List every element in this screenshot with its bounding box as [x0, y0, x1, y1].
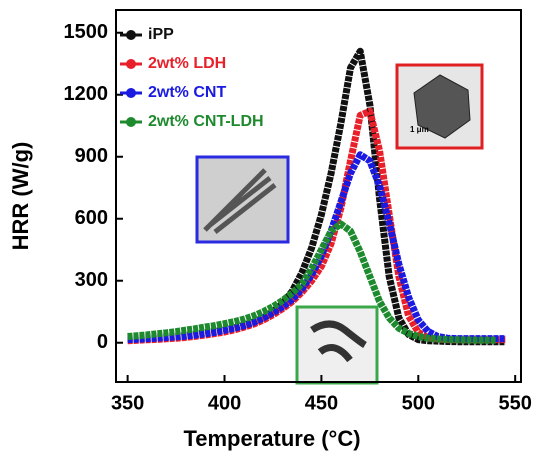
y-tick-label: 600: [75, 207, 108, 229]
y-axis-label: HRR (W/g): [8, 142, 33, 251]
inset-cnt: [195, 155, 290, 244]
plot-area: [127, 47, 506, 346]
inset-cnt-ldh: [295, 305, 379, 385]
y-tick-label: 0: [97, 331, 108, 353]
legend-marker: [126, 30, 136, 40]
x-axis-label: Temperature (°C): [183, 426, 360, 451]
legend-label: 2wt% LDH: [148, 55, 226, 72]
series-line: [127, 151, 506, 344]
legend-label: iPP: [148, 26, 174, 43]
inset-scale-label: 1 μm: [410, 125, 429, 134]
legend-marker: [126, 59, 136, 69]
y-tick-label: 1500: [64, 21, 109, 43]
x-tick-label: 350: [111, 392, 144, 414]
legend-marker: [126, 88, 136, 98]
x-tick-label: 500: [402, 392, 435, 414]
y-tick-label: 300: [75, 269, 108, 291]
plot-frame: [115, 9, 522, 383]
x-tick-label: 450: [305, 392, 338, 414]
x-tick-label: 400: [208, 392, 241, 414]
y-tick-label: 900: [75, 145, 108, 167]
legend-label: 2wt% CNT: [148, 84, 226, 101]
legend-marker: [126, 117, 136, 127]
x-tick-label: 550: [498, 392, 531, 414]
inset-ldh: 1 μm: [395, 63, 484, 150]
legend-label: 2wt% CNT-LDH: [148, 113, 264, 130]
series-line: [127, 220, 496, 344]
y-tick-label: 1200: [64, 83, 109, 105]
